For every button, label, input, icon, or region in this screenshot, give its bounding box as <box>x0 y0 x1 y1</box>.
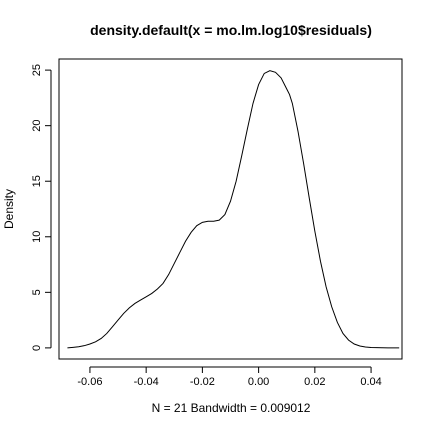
y-tick-label: 20 <box>31 120 43 132</box>
x-axis-label: N = 21 Bandwidth = 0.009012 <box>152 401 311 415</box>
x-tick-label: -0.06 <box>77 376 102 388</box>
y-axis: 0 5 10 15 20 25 <box>31 64 52 351</box>
y-tick-label: 15 <box>31 175 43 187</box>
x-tick-label: -0.02 <box>190 376 215 388</box>
chart-title: density.default(x = mo.lm.log10$residual… <box>90 22 372 38</box>
x-tick-label: 0.02 <box>304 376 325 388</box>
x-axis: -0.06 -0.04 -0.02 0.00 0.02 0.04 <box>77 366 382 388</box>
y-tick-label: 25 <box>31 64 43 76</box>
density-curve <box>67 70 400 349</box>
y-tick-label: 0 <box>31 345 43 351</box>
x-tick-label: -0.04 <box>134 376 159 388</box>
y-tick-label: 10 <box>31 231 43 243</box>
y-tick-label: 5 <box>31 289 43 295</box>
y-axis-label: Density <box>2 189 16 229</box>
x-tick-label: 0.00 <box>248 376 269 388</box>
x-tick-label: 0.04 <box>360 376 381 388</box>
plot-frame <box>58 58 403 360</box>
